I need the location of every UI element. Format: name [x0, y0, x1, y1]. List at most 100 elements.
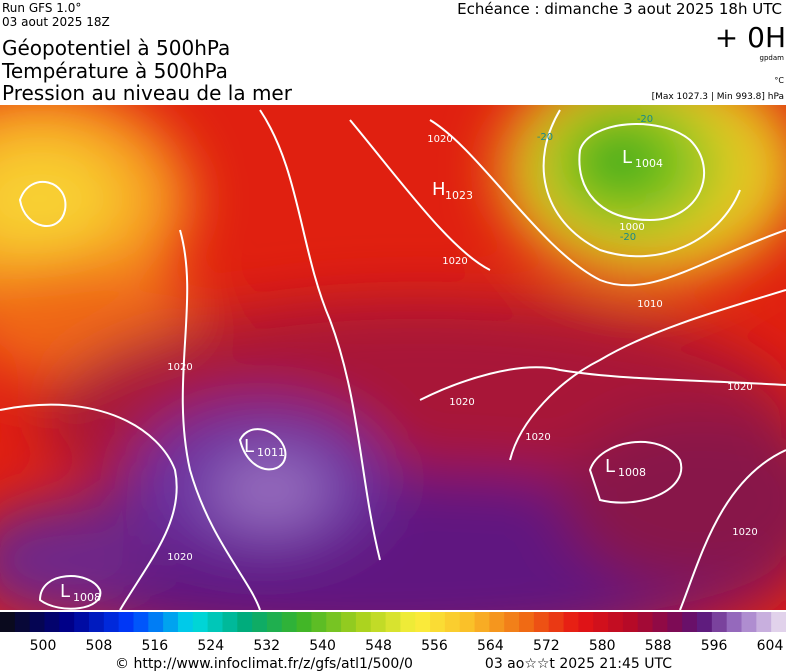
title-1: Géopotentiel à 500hPa [2, 36, 230, 60]
colorbar-swatch [103, 612, 120, 632]
colorbar-swatch [341, 612, 357, 632]
colorbar-tick-label: 524 [197, 638, 224, 654]
contour-label: 1020 [525, 432, 550, 443]
colorbar-swatch [622, 612, 639, 632]
colorbar-swatch [355, 612, 372, 632]
colorbar-swatch [548, 612, 565, 632]
pressure-center-value: 1023 [445, 189, 473, 202]
contour-label: 1020 [442, 256, 467, 267]
colorbar-swatch [756, 612, 772, 632]
colorbar-swatch [370, 612, 387, 632]
colorbar-tick-label: 564 [477, 638, 504, 654]
colorbar-swatch [118, 612, 134, 632]
colorbar-swatch [177, 612, 194, 632]
pressure-center-letter: L [244, 436, 254, 457]
colorbar-swatch [311, 612, 327, 632]
colorbar-swatch [192, 612, 209, 632]
colorbar-swatch [222, 612, 238, 632]
colorbar-tick-label: 532 [253, 638, 280, 654]
colorbar-swatch [519, 612, 535, 632]
colorbar-swatch [652, 612, 668, 632]
pressure-center-value: 1004 [635, 157, 663, 170]
colorbar-swatch [682, 612, 698, 632]
pressure-center-value: 1011 [257, 446, 285, 459]
colorbar-swatch [415, 612, 431, 632]
colorbar-swatch [237, 612, 253, 632]
pressure-range: [Max 1027.3 | Min 993.8] hPa [652, 92, 784, 102]
colorbar-swatch [741, 612, 757, 632]
contour-label: 1020 [167, 362, 192, 373]
colorbar-swatch [726, 612, 743, 632]
contour-label: 1020 [449, 397, 474, 408]
colorbar-swatch [578, 612, 594, 632]
colorbar-swatch [771, 612, 786, 632]
colorbar-swatch [29, 612, 45, 632]
contour-label: 1010 [637, 299, 662, 310]
colorbar-swatch [88, 612, 105, 632]
contour-label: 1020 [727, 382, 752, 393]
colorbar-swatch [207, 612, 223, 632]
contour-label: -20 [620, 232, 636, 243]
footer-generated: 03 ao☆☆t 2025 21:45 UTC [485, 656, 672, 672]
colorbar-swatch [430, 612, 446, 632]
pressure-center-value: 1008 [618, 466, 646, 479]
pressure-center-value: 1008 [73, 591, 101, 604]
colorbar-tick-label: 572 [533, 638, 560, 654]
echeance: Echéance : dimanche 3 aout 2025 18h UTC [457, 0, 782, 18]
colorbar-tick-label: 508 [86, 638, 113, 654]
colorbar-swatch [711, 612, 728, 632]
unit-gpdam: gpdam [760, 54, 785, 62]
colorbar-swatch [474, 612, 490, 632]
colorbar-tick-label: 548 [365, 638, 392, 654]
offset: + 0H [715, 21, 786, 54]
pressure-center-letter: L [622, 147, 632, 168]
colorbar-tick-label: 604 [757, 638, 784, 654]
colorbar-swatch [133, 612, 149, 632]
colorbar-tick-label: 580 [589, 638, 616, 654]
colorbar-swatch [326, 612, 342, 632]
colorbar-swatch [14, 612, 31, 632]
colorbar-tick-label: 596 [701, 638, 728, 654]
run-label: Run GFS 1.0° [2, 1, 81, 15]
colorbar-swatch [444, 612, 461, 632]
title-3: Pression au niveau de la mer [2, 81, 293, 105]
colorbar-swatch [148, 612, 164, 632]
contour-label: 1020 [167, 552, 192, 563]
colorbar-swatch [697, 612, 713, 632]
colorbar-swatch [608, 612, 624, 632]
map [0, 105, 786, 610]
colorbar: 500 508 516 524 532 540 548 556 564 572 580 588 596 6… [0, 612, 786, 654]
colorbar-swatch [266, 612, 283, 632]
footer-source: © http://www.infoclimat.fr/z/gfs/atl1/50… [115, 656, 413, 672]
contour-label: 1020 [427, 134, 452, 145]
colorbar-swatch [59, 612, 75, 632]
pressure-center-letter: H [432, 179, 446, 200]
title-2: Température à 500hPa [1, 59, 228, 83]
pressure-center-letter: L [60, 581, 70, 602]
colorbar-swatch [459, 612, 476, 632]
colorbar-swatch [533, 612, 550, 632]
colorbar-swatch [281, 612, 298, 632]
colorbar-swatch [667, 612, 683, 632]
colorbar-swatch [74, 612, 90, 632]
colorbar-tick-label: 588 [645, 638, 672, 654]
run-date: 03 aout 2025 18Z [2, 15, 110, 29]
unit-c: °C [774, 76, 784, 85]
colorbar-swatch [44, 612, 60, 632]
colorbar-swatch [400, 612, 416, 632]
colorbar-swatch [385, 612, 401, 632]
colorbar-swatch [593, 612, 609, 632]
colorbar-swatch [163, 612, 179, 632]
colorbar-swatch [504, 612, 520, 632]
colorbar-swatch [563, 612, 579, 632]
colorbar-swatch [252, 612, 268, 632]
colorbar-tick-label: 540 [309, 638, 336, 654]
pressure-center-letter: L [605, 456, 615, 477]
colorbar-swatch [637, 612, 654, 632]
colorbar-tick-label: 556 [421, 638, 448, 654]
colorbar-swatch [489, 612, 505, 632]
contour-label: -20 [637, 114, 653, 125]
contour-label: 1020 [732, 527, 757, 538]
